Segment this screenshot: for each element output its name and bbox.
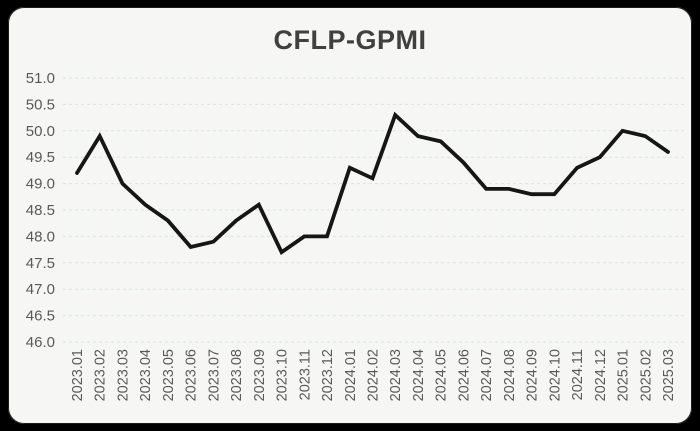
x-tick-label: 2023.12 [320, 349, 336, 401]
x-tick-label: 2024.10 [547, 349, 563, 401]
x-tick-label: 2023.03 [115, 349, 131, 401]
x-tick-label: 2024.05 [434, 349, 450, 401]
x-tick-label: 2023.06 [184, 349, 200, 401]
x-tick-label: 2025.01 [616, 349, 632, 401]
x-tick-label: 2023.09 [252, 349, 268, 401]
x-tick-label: 2023.07 [206, 349, 222, 401]
data-series-line [75, 111, 670, 256]
x-tick-label: 2024.09 [525, 349, 541, 401]
x-tick-label: 2025.02 [638, 349, 654, 401]
x-tick-label: 2024.02 [366, 349, 382, 401]
y-tick-label: 50.5 [26, 96, 55, 113]
x-tick-label: 2024.03 [388, 349, 404, 401]
x-tick-label: 2024.06 [456, 349, 472, 401]
y-tick-label: 48.0 [26, 228, 55, 245]
y-tick-label: 47.5 [26, 255, 55, 272]
chart-title: CFLP-GPMI [273, 25, 427, 55]
y-tick-label: 46.0 [26, 334, 55, 351]
gridlines [63, 77, 687, 343]
x-tick-label: 2023.08 [229, 349, 245, 401]
x-tick-label: 2023.01 [70, 349, 86, 401]
y-tick-label: 46.5 [26, 308, 55, 325]
x-tick-label: 2025.03 [661, 349, 677, 401]
x-tick-label: 2023.02 [93, 349, 109, 401]
y-axis-tick-labels: 51.0 50.5 50.0 49.5 49.0 48.5 48.0 47.5 47.0 46.5… [26, 70, 55, 351]
y-tick-label: 47.0 [26, 281, 55, 298]
y-tick-label: 49.5 [26, 149, 55, 166]
x-tick-label: 2023.04 [138, 349, 154, 401]
x-tick-label: 2023.05 [161, 349, 177, 401]
chart-card: CFLP-GPMI 51.0 50.5 50.0 49.5 49.0 48.5 48.0 47… [8, 7, 692, 424]
x-tick-label: 2024.04 [411, 349, 427, 401]
x-tick-label: 2024.01 [343, 349, 359, 401]
y-tick-label: 51.0 [26, 70, 55, 87]
x-tick-label: 2024.08 [502, 349, 518, 401]
x-tick-label: 2024.07 [479, 349, 495, 401]
y-tick-label: 48.5 [26, 202, 55, 219]
x-tick-label: 2023.11 [297, 349, 313, 400]
line-chart-plot-area: 51.0 50.5 50.0 49.5 49.0 48.5 48.0 47.5 47.0 46.5… [26, 70, 687, 401]
x-tick-label: 2024.11 [570, 349, 586, 400]
x-axis-tick-labels: 2023.01 2023.02 2023.03 2023.04 2023.05 2023.… [70, 349, 677, 401]
x-tick-label: 2024.12 [593, 349, 609, 401]
x-tick-label: 2023.10 [275, 349, 291, 401]
y-tick-label: 49.0 [26, 176, 55, 193]
y-tick-label: 50.0 [26, 123, 55, 140]
